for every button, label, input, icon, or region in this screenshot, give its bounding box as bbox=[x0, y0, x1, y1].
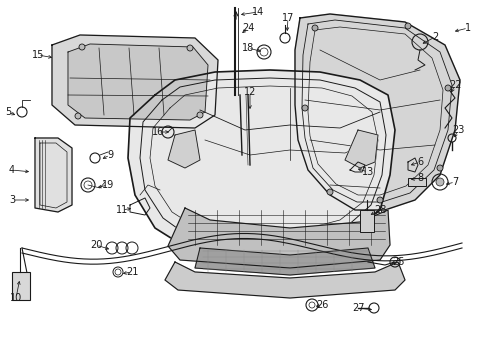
Circle shape bbox=[377, 197, 383, 203]
Polygon shape bbox=[68, 44, 208, 120]
Circle shape bbox=[436, 178, 444, 186]
Circle shape bbox=[312, 25, 318, 31]
Text: 4: 4 bbox=[9, 165, 15, 175]
Circle shape bbox=[405, 23, 411, 29]
Text: 3: 3 bbox=[9, 195, 15, 205]
Polygon shape bbox=[52, 35, 218, 128]
Text: 18: 18 bbox=[242, 43, 254, 53]
Polygon shape bbox=[35, 138, 72, 212]
Text: 5: 5 bbox=[5, 107, 11, 117]
Text: 22: 22 bbox=[449, 80, 461, 90]
Text: 6: 6 bbox=[417, 157, 423, 167]
Bar bbox=[408, 178, 426, 186]
Circle shape bbox=[327, 189, 333, 195]
Polygon shape bbox=[345, 130, 378, 168]
Circle shape bbox=[187, 45, 193, 51]
Text: 26: 26 bbox=[316, 300, 328, 310]
Circle shape bbox=[437, 165, 443, 171]
Text: 15: 15 bbox=[32, 50, 44, 60]
Text: 27: 27 bbox=[352, 303, 364, 313]
Polygon shape bbox=[168, 130, 200, 168]
Bar bbox=[360, 210, 374, 232]
Text: 13: 13 bbox=[362, 167, 374, 177]
Text: 2: 2 bbox=[432, 32, 438, 42]
Circle shape bbox=[197, 112, 203, 118]
Text: 8: 8 bbox=[417, 173, 423, 183]
Text: 24: 24 bbox=[242, 23, 254, 33]
Text: 23: 23 bbox=[452, 125, 464, 135]
Text: 20: 20 bbox=[90, 240, 102, 250]
Text: 19: 19 bbox=[102, 180, 114, 190]
Text: 11: 11 bbox=[116, 205, 128, 215]
Text: 21: 21 bbox=[126, 267, 138, 277]
Polygon shape bbox=[128, 70, 395, 255]
Text: 28: 28 bbox=[374, 205, 386, 215]
Circle shape bbox=[302, 105, 308, 111]
Text: 10: 10 bbox=[10, 293, 22, 303]
Circle shape bbox=[75, 113, 81, 119]
Text: 14: 14 bbox=[252, 7, 264, 17]
Text: 7: 7 bbox=[452, 177, 458, 187]
Text: 1: 1 bbox=[465, 23, 471, 33]
Text: 25: 25 bbox=[392, 257, 404, 267]
Text: 16: 16 bbox=[152, 127, 164, 137]
Polygon shape bbox=[195, 248, 375, 275]
Polygon shape bbox=[165, 262, 405, 298]
Text: 17: 17 bbox=[282, 13, 294, 23]
Polygon shape bbox=[168, 208, 390, 268]
Circle shape bbox=[445, 85, 451, 91]
Text: 9: 9 bbox=[107, 150, 113, 160]
Polygon shape bbox=[295, 14, 460, 210]
Circle shape bbox=[79, 44, 85, 50]
Bar bbox=[12, 272, 30, 300]
Text: 12: 12 bbox=[244, 87, 256, 97]
